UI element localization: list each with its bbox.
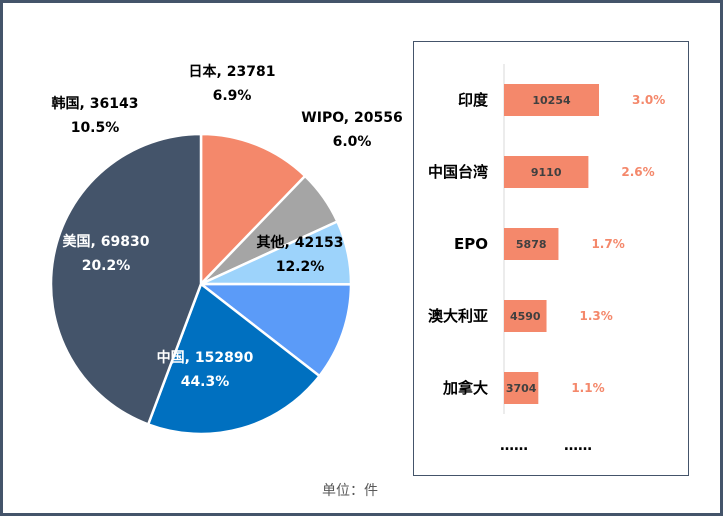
bar-chart: 印度 10254 3.0% 中国台湾 9110 2.6% EPO 5878 1.7% 澳大利亚 45…	[428, 64, 665, 454]
bar-category-label: 印度	[458, 91, 489, 109]
bar-percent-label: 1.1%	[571, 381, 604, 395]
bar-ellipsis: ……	[564, 438, 592, 454]
bar-percent-label: 3.0%	[632, 93, 665, 107]
bar-加拿大	[504, 372, 539, 404]
bar-value-label: 9110	[531, 166, 562, 179]
bar-category-label: 澳大利亚	[428, 307, 488, 325]
bar-ellipsis: ……	[500, 438, 528, 454]
bar-value-label: 5878	[516, 238, 547, 251]
pie-label-日本: 日本, 23781 6.9%	[189, 63, 276, 104]
pie-slice-其他	[199, 132, 307, 288]
bar-value-label: 3704	[506, 382, 537, 395]
pie-label-其他: 其他, 42153 12.2%	[257, 234, 344, 275]
bar-中国台湾	[504, 156, 589, 188]
pie-slice-中国	[49, 132, 203, 426]
bar-印度	[504, 84, 599, 116]
bar-EPO	[504, 228, 559, 260]
bar-chart-panel: 印度 10254 3.0% 中国台湾 9110 2.6% EPO 5878 1.7% 澳大利亚 45…	[413, 41, 689, 476]
bar-percent-label: 1.3%	[580, 309, 613, 323]
bar-澳大利亚	[504, 300, 547, 332]
bar-category-label: EPO	[454, 235, 488, 253]
bar-value-label: 4590	[510, 310, 541, 323]
pie-label-WIPO: WIPO, 20556 6.0%	[301, 110, 402, 150]
pie-slice-美国	[146, 281, 322, 436]
pie-slice-韩国	[197, 282, 353, 378]
bar-category-label: 加拿大	[442, 379, 488, 397]
bar-value-label: 10254	[532, 94, 571, 107]
bar-category-label: 中国台湾	[428, 163, 488, 181]
pie-label-美国: 美国, 69830 20.2%	[63, 233, 150, 274]
bar-percent-label: 2.6%	[621, 165, 654, 179]
pie-label-中国: 中国, 152890 44.3%	[157, 349, 254, 390]
unit-label: 单位：件	[322, 483, 378, 499]
pie-label-韩国: 韩国, 36143 10.5%	[52, 95, 139, 136]
bar-percent-label: 1.7%	[591, 237, 624, 251]
